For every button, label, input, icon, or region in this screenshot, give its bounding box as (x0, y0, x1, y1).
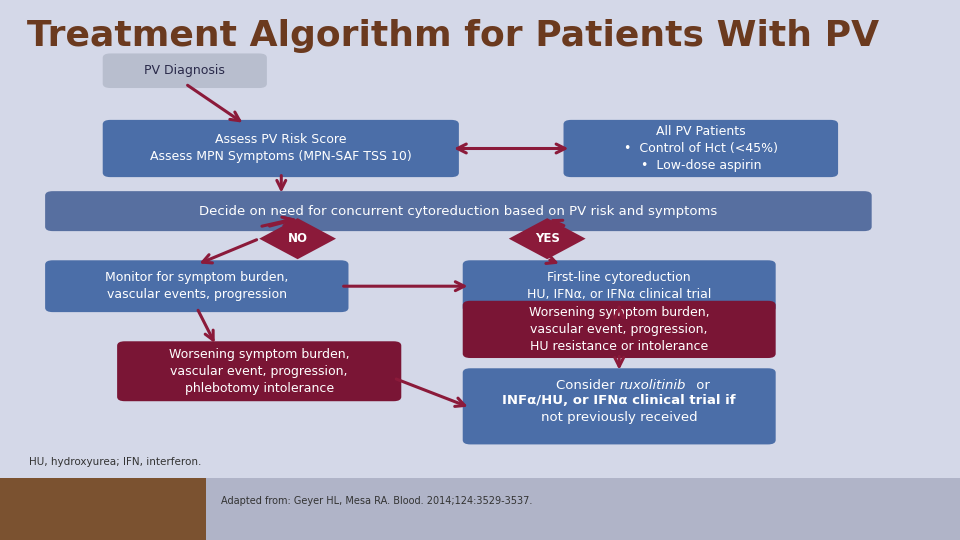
Text: not previously received: not previously received (540, 410, 698, 424)
Bar (0, 478, 206, 540)
FancyBboxPatch shape (117, 341, 401, 401)
FancyBboxPatch shape (463, 260, 776, 312)
Text: All PV Patients
•  Control of Hct (<45%)
•  Low-dose aspirin: All PV Patients • Control of Hct (<45%) … (624, 125, 778, 172)
Text: Assess PV Risk Score
Assess MPN Symptoms (MPN-SAF TSS 10): Assess PV Risk Score Assess MPN Symptoms… (150, 133, 412, 164)
FancyBboxPatch shape (45, 260, 348, 312)
FancyBboxPatch shape (103, 120, 459, 177)
Text: Consider: Consider (556, 379, 619, 393)
Text: ruxolitinib: ruxolitinib (619, 379, 685, 393)
Bar (0, 478, 960, 540)
Text: First-line cytoreduction
HU, IFNα, or IFNα clinical trial: First-line cytoreduction HU, IFNα, or IF… (527, 271, 711, 301)
Text: Treatment Algorithm for Patients With PV: Treatment Algorithm for Patients With PV (27, 19, 879, 53)
FancyBboxPatch shape (463, 368, 776, 444)
FancyBboxPatch shape (45, 191, 872, 231)
Text: or: or (692, 379, 709, 393)
Text: Decide on need for concurrent cytoreduction based on PV risk and symptoms: Decide on need for concurrent cytoreduct… (200, 205, 717, 218)
FancyBboxPatch shape (103, 53, 267, 88)
Text: Adapted from: Geyer HL, Mesa RA. Blood. 2014;124:3529-3537.: Adapted from: Geyer HL, Mesa RA. Blood. … (221, 496, 532, 506)
FancyBboxPatch shape (564, 120, 838, 177)
Text: Worsening symptom burden,
vascular event, progression,
HU resistance or intolera: Worsening symptom burden, vascular event… (529, 306, 709, 353)
Text: Monitor for symptom burden,
vascular events, progression: Monitor for symptom burden, vascular eve… (105, 271, 289, 301)
Polygon shape (509, 218, 586, 259)
Polygon shape (259, 218, 336, 259)
Text: HU, hydroxyurea; IFN, interferon.: HU, hydroxyurea; IFN, interferon. (29, 457, 202, 467)
Text: YES: YES (535, 232, 560, 245)
Text: PV Diagnosis: PV Diagnosis (144, 64, 226, 77)
Text: NO: NO (288, 232, 307, 245)
FancyBboxPatch shape (463, 301, 776, 358)
Text: Worsening symptom burden,
vascular event, progression,
phlebotomy intolerance: Worsening symptom burden, vascular event… (169, 348, 349, 395)
Text: INFα/HU, or IFNα clinical trial if: INFα/HU, or IFNα clinical trial if (502, 394, 736, 408)
